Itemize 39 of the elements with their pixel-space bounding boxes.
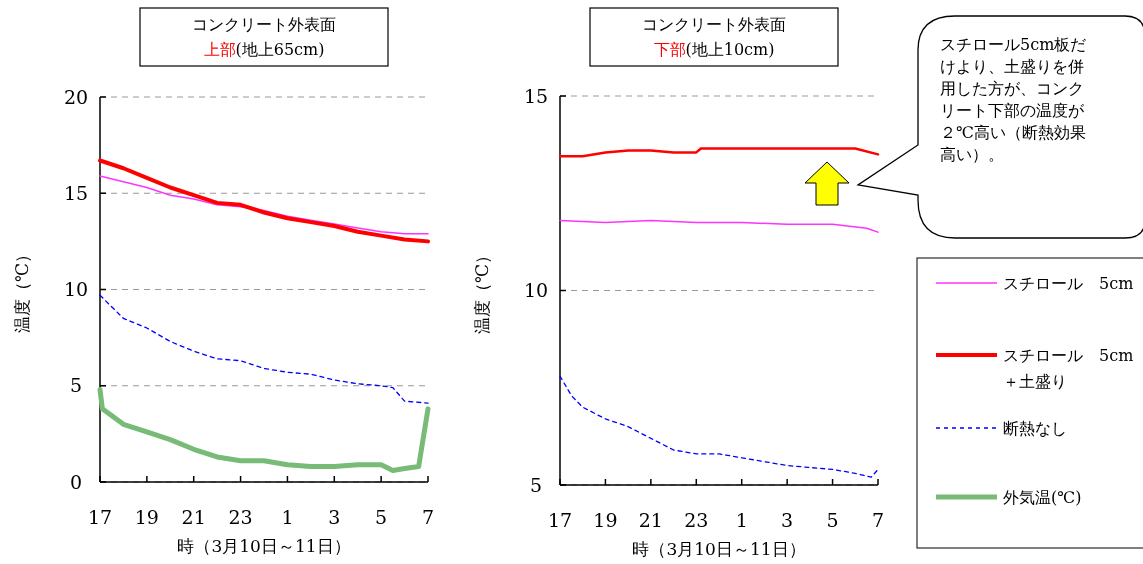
y-axis-title: 温度（℃） bbox=[472, 246, 492, 335]
y-tick-label: 5 bbox=[529, 473, 543, 496]
legend-label: スチロール 5cm bbox=[1003, 274, 1134, 293]
y-tick-label: 5 bbox=[69, 374, 83, 397]
x-tick-label: 19 bbox=[593, 509, 618, 531]
chart-subtitle: 下部(地上10cm) bbox=[653, 40, 775, 59]
x-tick-label: 17 bbox=[547, 509, 573, 531]
y-tick-label: 10 bbox=[63, 278, 89, 301]
chart-title: コンクリート外表面 bbox=[192, 15, 336, 34]
x-tick-label: 7 bbox=[421, 506, 435, 528]
x-tick-label: 3 bbox=[328, 506, 341, 528]
text: スチロール5cm板だけより、土盛りを併用した方が、コンクリート下部の温度が２℃高い（断熱効果高い）。 bbox=[940, 35, 1087, 164]
chart-subtitle: 上部(地上65cm) bbox=[203, 40, 325, 59]
y-tick-label: 15 bbox=[523, 84, 549, 107]
y-tick-label: 10 bbox=[523, 279, 549, 302]
x-tick-label: 23 bbox=[228, 506, 253, 528]
x-tick-label: 1 bbox=[735, 509, 748, 531]
x-tick-label: 19 bbox=[134, 506, 159, 528]
line-series bbox=[98, 158, 430, 244]
x-tick-label: 7 bbox=[871, 509, 885, 531]
y-tick-label: 20 bbox=[63, 85, 89, 108]
x-axis-title: 時（3月10日～11日） bbox=[177, 536, 351, 556]
x-tick-label: 5 bbox=[826, 509, 839, 531]
chart-title: コンクリート外表面 bbox=[642, 15, 786, 34]
legend-label: 外気温(℃) bbox=[1003, 488, 1082, 507]
x-tick-label: 23 bbox=[684, 509, 709, 531]
x-tick-label: 21 bbox=[181, 506, 206, 528]
x-tick-label: 5 bbox=[375, 506, 388, 528]
x-tick-label: 1 bbox=[281, 506, 294, 528]
x-tick-label: 21 bbox=[638, 509, 663, 531]
legend-label: 断熱なし bbox=[1003, 419, 1067, 438]
x-tick-label: 17 bbox=[87, 506, 113, 528]
x-tick-label: 3 bbox=[781, 509, 794, 531]
x-axis-title: 時（3月10日～11日） bbox=[632, 539, 806, 559]
y-tick-label: 0 bbox=[69, 470, 83, 493]
line-series bbox=[99, 175, 429, 235]
legend-label: スチロール 5cm ＋土盛り bbox=[1003, 346, 1134, 391]
y-axis-title: 温度（℃） bbox=[12, 245, 32, 334]
y-tick-label: 15 bbox=[63, 181, 89, 204]
